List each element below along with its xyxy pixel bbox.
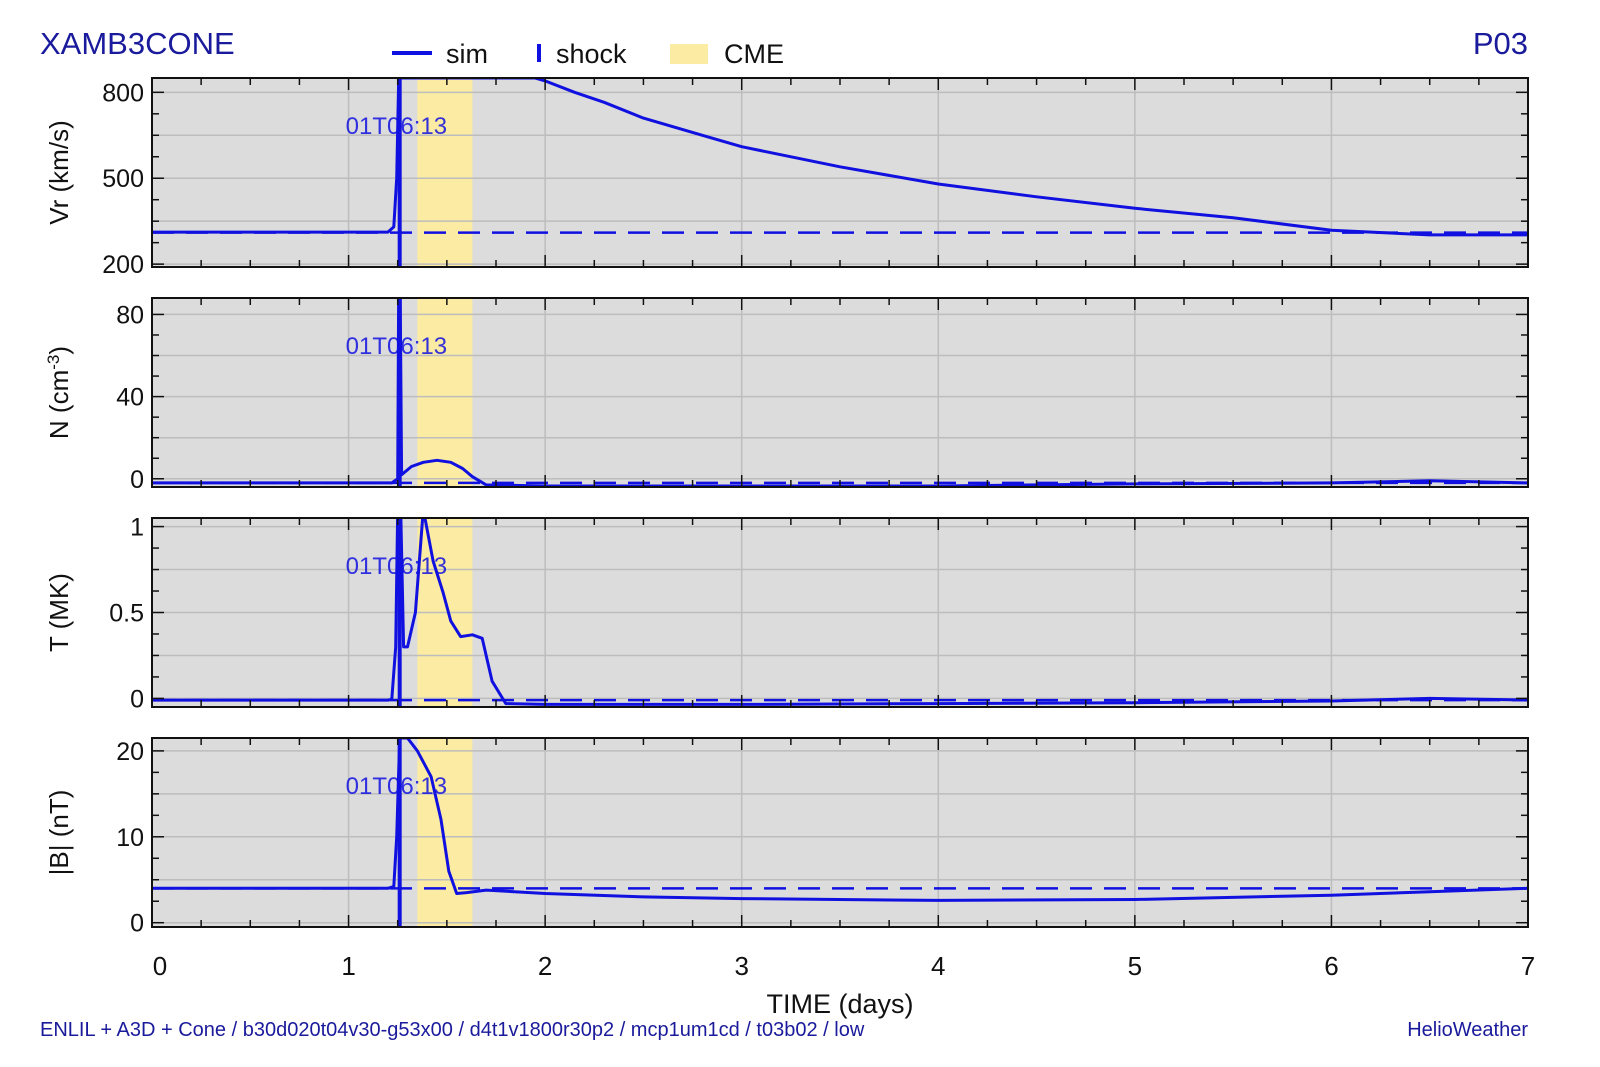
footer-run-info: ENLIL + A3D + Cone / b30d020t04v30-g53x0… bbox=[40, 1019, 865, 1041]
cme-band bbox=[417, 298, 473, 487]
x-tick-label: 0 bbox=[153, 951, 167, 981]
y-tick-label: 0 bbox=[130, 910, 144, 938]
y-tick-label: 800 bbox=[102, 79, 144, 107]
panel-3: 01T06:13 0 10 20 |B| (nT) bbox=[44, 737, 1529, 938]
legend-cme-label: CME bbox=[724, 39, 784, 69]
y-tick-label: 20 bbox=[116, 738, 144, 766]
y-axis-label: Vr (km/s) bbox=[44, 120, 74, 224]
legend-cme-swatch bbox=[670, 44, 708, 64]
panel-0: 01T06:13 200 500 800 Vr (km/s) bbox=[44, 77, 1529, 279]
y-tick-label: 0.5 bbox=[109, 600, 144, 628]
panel-frame bbox=[151, 297, 1529, 488]
panel-frame bbox=[151, 77, 1529, 268]
y-tick-label: 1 bbox=[130, 514, 144, 542]
x-tick-label: 6 bbox=[1324, 951, 1338, 981]
cme-band bbox=[417, 78, 473, 267]
x-axis: TIME (days) 0 1 2 3 4 5 6 7 bbox=[153, 951, 1535, 1019]
x-tick-label: 4 bbox=[931, 951, 945, 981]
y-tick-label: 80 bbox=[116, 301, 144, 329]
x-tick-label: 2 bbox=[538, 951, 552, 981]
legend-shock-label: shock bbox=[556, 39, 627, 69]
legend-sim-label: sim bbox=[446, 39, 488, 69]
x-tick-label: 1 bbox=[341, 951, 355, 981]
panel-background bbox=[152, 298, 1528, 487]
probe-label: P03 bbox=[1472, 26, 1528, 61]
x-tick-label: 5 bbox=[1128, 951, 1142, 981]
panel-background bbox=[152, 78, 1528, 267]
y-tick-label: 0 bbox=[130, 685, 144, 713]
y-tick-label: 10 bbox=[116, 824, 144, 852]
panel-1: 01T06:13 0 40 80 N (cm-3) bbox=[44, 297, 1529, 494]
shock-time-label: 01T06:13 bbox=[346, 773, 447, 800]
panel-2: 01T06:13 0 0.5 1 T (MK) bbox=[44, 514, 1529, 713]
panel-frame bbox=[151, 737, 1529, 928]
legend: sim shock CME bbox=[392, 39, 784, 69]
y-tick-label: 40 bbox=[116, 384, 144, 412]
shock-time-label: 01T06:13 bbox=[346, 553, 447, 580]
x-axis-label: TIME (days) bbox=[766, 989, 913, 1019]
y-tick-label: 0 bbox=[130, 466, 144, 494]
legend-shock-swatch bbox=[537, 44, 541, 62]
panel-frame bbox=[151, 517, 1529, 708]
footer-credit: HelioWeather bbox=[1407, 1019, 1528, 1041]
x-tick-label: 3 bbox=[734, 951, 748, 981]
x-tick-label: 7 bbox=[1521, 951, 1535, 981]
chart-title: XAMB3CONE bbox=[40, 26, 235, 61]
y-tick-label: 500 bbox=[102, 165, 144, 193]
sim-line bbox=[152, 298, 1528, 487]
shock-time-label: 01T06:13 bbox=[346, 333, 447, 360]
y-axis-label: N (cm-3) bbox=[44, 346, 75, 439]
y-axis-label: |B| (nT) bbox=[44, 790, 74, 876]
shock-time-label: 01T06:13 bbox=[346, 113, 447, 140]
y-axis-label: T (MK) bbox=[44, 573, 74, 652]
y-tick-label: 200 bbox=[102, 251, 144, 279]
